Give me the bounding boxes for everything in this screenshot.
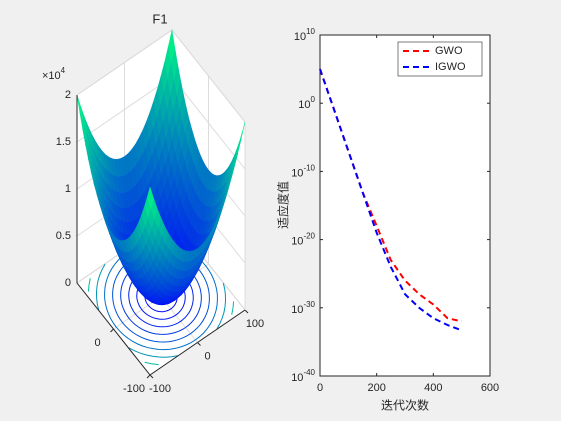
y-tick-label: 10-40 (291, 368, 315, 384)
x-tick-label: -100 (149, 383, 171, 395)
legend-label: IGWO (435, 61, 466, 73)
y-tick-label: 10-20 (291, 232, 315, 248)
axis-line (76, 95, 246, 376)
x-tick-label: 200 (367, 382, 385, 394)
x-tick-label: 100 (246, 318, 264, 330)
y-tick-label: 10-30 (291, 300, 315, 316)
z-tick-label: 2 (65, 89, 71, 101)
x-tick-label: 600 (481, 382, 499, 394)
y-tick-label: 1010 (294, 27, 316, 43)
grid-line (113, 76, 209, 330)
y-tick-label: 10-10 (291, 164, 315, 180)
tick-mark (149, 374, 154, 379)
contour (87, 278, 91, 292)
z-tick-label: 0 (65, 277, 71, 289)
y-axis-label: 适应度值 (276, 181, 291, 229)
x-tick-label: 0 (317, 382, 323, 394)
contour (95, 263, 106, 311)
y-tick-label: 0 (94, 337, 100, 349)
contour (231, 301, 235, 315)
z-multiplier: ×104 (42, 66, 66, 82)
z-tick-label: 1 (65, 183, 71, 195)
x-tick-label: 400 (424, 382, 442, 394)
legend-box (397, 41, 483, 77)
contour (216, 282, 227, 330)
chart-title: F1 (152, 11, 167, 26)
x-tick-label: 0 (204, 350, 210, 362)
series-line (319, 68, 463, 332)
x-axis-label: 迭代次数 (381, 398, 429, 413)
tick-mark (146, 374, 151, 379)
tick-mark (110, 328, 114, 333)
contour (144, 361, 159, 366)
axes-box (319, 34, 491, 377)
y-tick-label: -100 (123, 383, 145, 395)
tick-mark (244, 309, 249, 314)
legend-label: GWO (435, 45, 463, 57)
contour (128, 347, 178, 358)
y-tick-label: 100 (298, 95, 315, 111)
z-tick-label: 1.5 (56, 136, 71, 148)
axes-background (320, 35, 490, 376)
z-tick-label: 0.5 (56, 230, 71, 242)
surface-patch (146, 186, 154, 210)
tick-mark (197, 342, 201, 346)
